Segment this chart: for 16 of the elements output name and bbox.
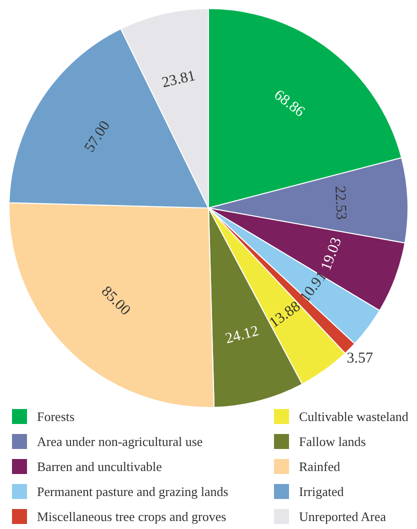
legend-label: Unreported Area <box>299 508 386 524</box>
data-label: 3.57 <box>346 350 374 366</box>
data-label: 22.53 <box>331 186 349 220</box>
data-label: 19.03 <box>318 236 346 273</box>
legend-label: Fallow lands <box>299 434 366 450</box>
legend-label: Irrigated <box>299 484 344 500</box>
data-label: 68.86 <box>270 87 308 121</box>
legend-label: Rainfed <box>299 458 340 474</box>
data-label: 24.12 <box>224 323 260 348</box>
data-label: 23.81 <box>160 68 198 92</box>
legend-label: Miscellaneous tree crops and groves <box>37 508 226 524</box>
legend-label: Barren and uncultivable <box>37 458 162 474</box>
legend-label: Cultivable wasteland <box>299 408 408 424</box>
legend-label: Area under non-agricultural use <box>37 434 203 450</box>
legend-label: Permanent pasture and grazing lands <box>37 484 228 500</box>
legend-label: Forests <box>37 408 75 424</box>
